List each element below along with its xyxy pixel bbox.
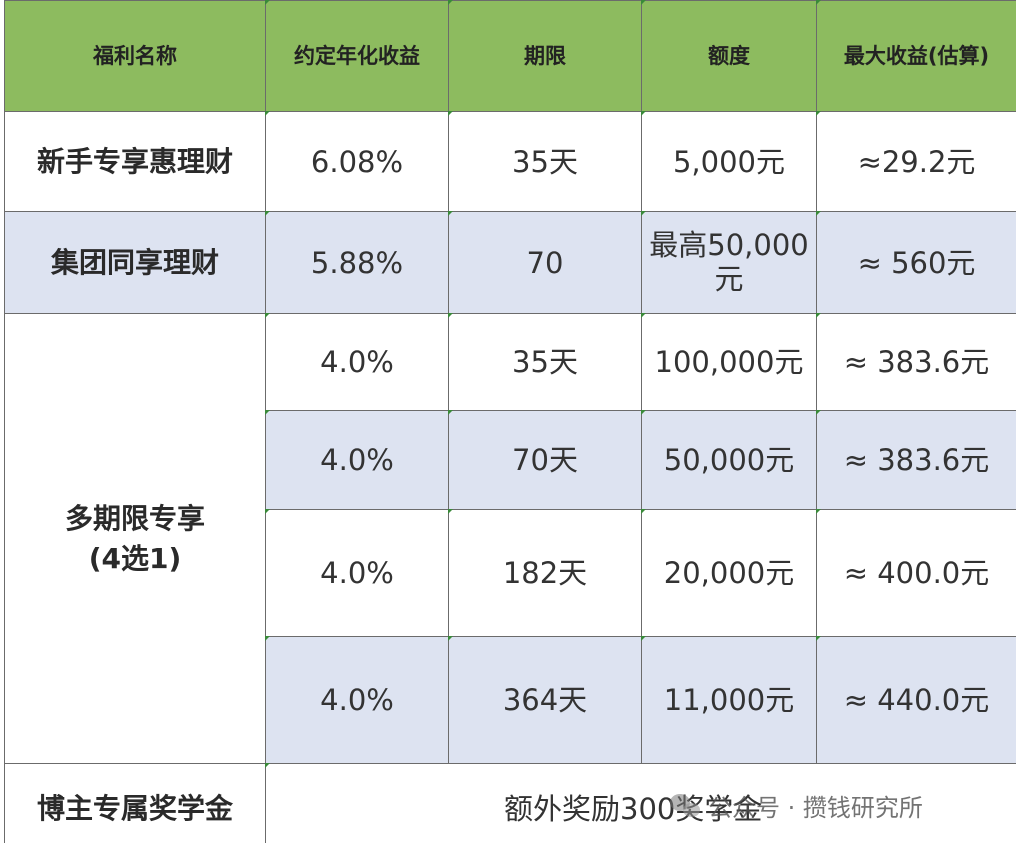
header-welfare-name: 福利名称 [4, 0, 266, 112]
bonus-note: 额外奖励300奖学金 [265, 763, 1016, 843]
group-name-line2: (4选1) [88, 541, 182, 575]
table-header-row: 福利名称 约定年化收益 期限 额度 最大收益(估算) [4, 0, 1016, 112]
row-name: 新手专享惠理财 [4, 111, 266, 212]
row-name: 集团同享理财 [4, 211, 266, 314]
row-max: ≈ 560元 [816, 211, 1016, 314]
table-container: 福利名称 约定年化收益 期限 额度 最大收益(估算) 新手专享惠理财 6.08%… [4, 0, 1016, 843]
row-amount: 50,000元 [641, 410, 817, 510]
row-max: ≈ 383.6元 [816, 410, 1016, 510]
table-row: 4.0% 182天 20,000元 ≈ 400.0元 [5, 509, 1016, 637]
row-amount: 5,000元 [641, 111, 817, 212]
table-row: 集团同享理财 5.88% 70 最高50,000元 ≈ 560元 [4, 211, 1016, 314]
row-rate: 6.08% [265, 111, 449, 212]
header-annual-rate: 约定年化收益 [265, 0, 449, 112]
row-term: 70 [448, 211, 642, 314]
row-amount-text: 最高50,000元 [649, 227, 809, 296]
bonus-name: 博主专属奖学金 [4, 763, 266, 843]
row-amount: 20,000元 [641, 509, 817, 637]
table-row: 多期限专享 (4选1) 4.0% 35天 100,000元 ≈ 383.6元 [4, 313, 1016, 764]
row-amount: 最高50,000元 [641, 211, 817, 314]
wechat-logo-icon [670, 792, 702, 820]
row-max: ≈ 440.0元 [816, 636, 1016, 764]
row-term: 70天 [448, 410, 642, 510]
row-term: 35天 [448, 111, 642, 212]
row-term: 35天 [448, 313, 642, 411]
watermark: 公众号 · 攒钱研究所 [670, 788, 923, 823]
row-rate: 4.0% [265, 410, 449, 510]
row-rate: 4.0% [265, 636, 449, 764]
group-name: 多期限专享 (4选1) [4, 313, 266, 764]
table-row: 4.0% 70天 50,000元 ≈ 383.6元 [5, 410, 1016, 510]
header-amount: 额度 [641, 0, 817, 112]
row-max: ≈ 400.0元 [816, 509, 1016, 637]
table-row: 博主专属奖学金 额外奖励300奖学金 [4, 763, 1016, 843]
row-amount: 11,000元 [641, 636, 817, 764]
row-rate: 5.88% [265, 211, 449, 314]
row-term: 182天 [448, 509, 642, 637]
header-max-return: 最大收益(估算) [816, 0, 1016, 112]
welfare-table: 福利名称 约定年化收益 期限 额度 最大收益(估算) 新手专享惠理财 6.08%… [4, 0, 1016, 843]
header-term: 期限 [448, 0, 642, 112]
row-term: 364天 [448, 636, 642, 764]
watermark-text: 公众号 · 攒钱研究所 [708, 794, 923, 822]
table-row: 4.0% 364天 11,000元 ≈ 440.0元 [5, 636, 1016, 764]
table-row: 新手专享惠理财 6.08% 35天 5,000元 ≈29.2元 [4, 111, 1016, 212]
row-rate: 4.0% [265, 313, 449, 411]
row-amount: 100,000元 [641, 313, 817, 411]
row-max: ≈ 383.6元 [816, 313, 1016, 411]
group-name-line1: 多期限专享 [64, 501, 205, 535]
row-max: ≈29.2元 [816, 111, 1016, 212]
row-rate: 4.0% [265, 509, 449, 637]
